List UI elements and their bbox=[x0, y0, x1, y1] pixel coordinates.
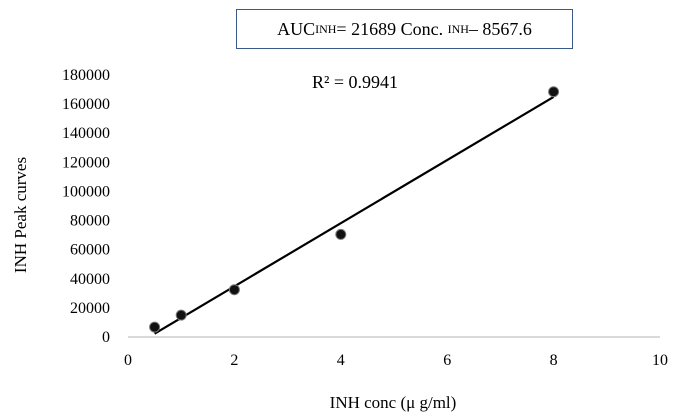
equation-box: AUC INH = 21689 Conc. INH – 8567.6 bbox=[236, 9, 573, 49]
r-squared-label: R² = 0.9941 bbox=[312, 72, 399, 92]
equation-tail: – 8567.6 bbox=[468, 18, 532, 39]
x-tick-label: 8 bbox=[550, 352, 558, 369]
data-point bbox=[335, 228, 347, 240]
trendline bbox=[154, 95, 555, 335]
y-tick-label: 20000 bbox=[70, 300, 110, 317]
y-tick-label: 40000 bbox=[70, 271, 110, 288]
y-tick-label: 140000 bbox=[62, 125, 110, 142]
equation-lhs-subscript: INH bbox=[315, 21, 337, 36]
y-tick-label: 180000 bbox=[62, 67, 110, 84]
x-tick-label: 0 bbox=[124, 352, 132, 369]
x-tick-label: 4 bbox=[337, 352, 345, 369]
y-axis-label: INH Peak curves bbox=[11, 157, 30, 273]
x-tick-label: 2 bbox=[230, 352, 238, 369]
x-axis-label: INH conc (μ g/ml) bbox=[330, 393, 457, 412]
y-tick-label: 80000 bbox=[70, 213, 110, 230]
y-tick-label: 160000 bbox=[62, 96, 110, 113]
equation-conc-subscript: INH bbox=[447, 21, 469, 36]
data-points bbox=[149, 86, 560, 333]
x-tick-label: 6 bbox=[443, 352, 451, 369]
equation-middle: = 21689 Conc. bbox=[336, 18, 444, 39]
y-tick-label: 100000 bbox=[62, 183, 110, 200]
data-point bbox=[149, 321, 161, 333]
y-tick-label: 60000 bbox=[70, 242, 110, 259]
x-tick-label: 10 bbox=[652, 352, 668, 369]
y-tick-label: 0 bbox=[102, 329, 110, 346]
x-tick-labels: 0 2 4 6 8 10 bbox=[124, 352, 668, 369]
data-point bbox=[175, 309, 187, 321]
data-point bbox=[548, 86, 560, 98]
equation-lhs: AUC bbox=[277, 18, 316, 39]
y-tick-labels: 0 20000 40000 60000 80000 100000 120000 140000 1… bbox=[62, 67, 110, 346]
y-tick-label: 120000 bbox=[62, 154, 110, 171]
data-point bbox=[228, 284, 240, 296]
